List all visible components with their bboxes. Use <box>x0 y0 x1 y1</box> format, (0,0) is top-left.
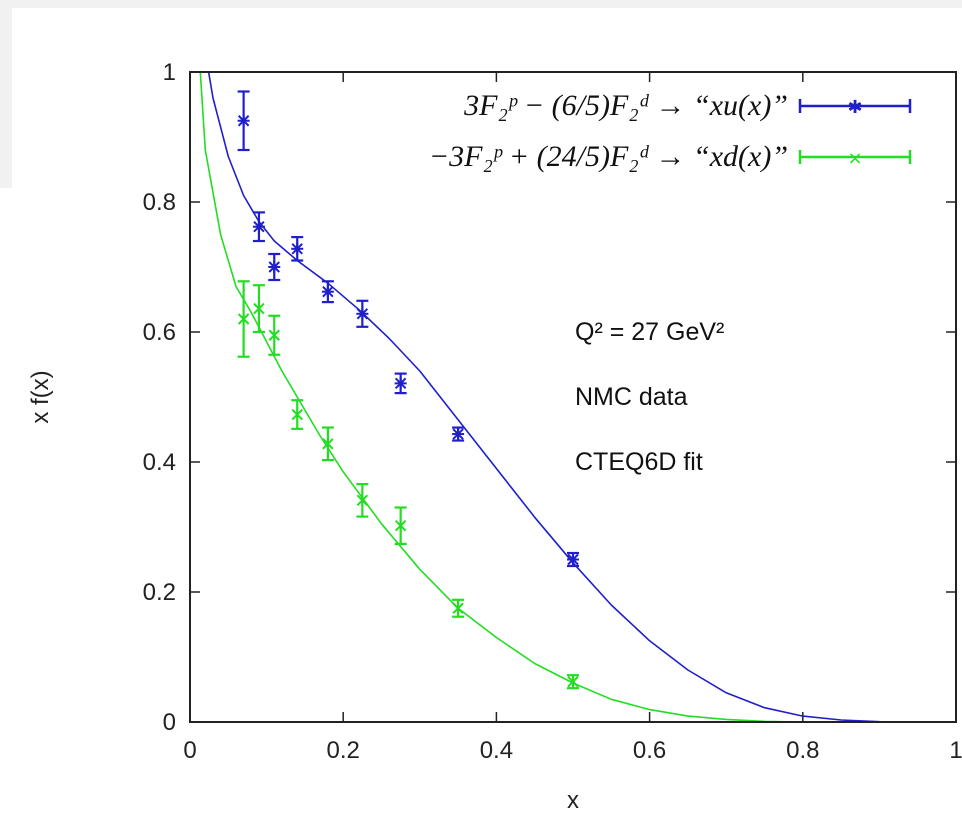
fit-curve-xu <box>207 72 956 722</box>
legend-marker-xu: ✱ <box>847 97 862 118</box>
legend-marker-xd: × <box>847 148 862 169</box>
data-point-xu <box>237 90 250 152</box>
x-tick-label: 0.2 <box>327 737 360 764</box>
slide-top-edge <box>0 0 962 8</box>
legend-label-xu: 3F₂ᵖ − (6/5)F₂ᵈ → “xu(x)” <box>463 89 788 122</box>
plot-frame <box>189 71 957 723</box>
y-tick-label: 1 <box>163 59 176 86</box>
annotation-cteq: CTEQ6D fit <box>575 448 703 476</box>
data-point-xd <box>252 284 265 334</box>
legend: 3F₂ᵖ − (6/5)F₂ᵈ → “xu(x)” ✱ −3F₂ᵖ + (24/… <box>429 89 912 173</box>
annotation-q2: Q² = 27 GeV² <box>575 318 724 346</box>
data-point-xu <box>321 280 334 304</box>
data-point-xd <box>291 399 304 430</box>
fit-curves <box>199 72 956 722</box>
x-axis-label: x <box>567 787 579 814</box>
data-point-xu <box>452 426 465 442</box>
x-tick-label: 0.8 <box>786 737 819 764</box>
slide-left-edge <box>0 8 12 188</box>
data-point-xu <box>291 236 304 262</box>
y-tick-label: 0.4 <box>143 449 176 476</box>
y-tick-label: 0 <box>163 709 176 736</box>
y-axis-label: x f(x) <box>27 370 54 423</box>
data-point-xd <box>237 280 250 358</box>
data-point-xd <box>452 598 465 618</box>
data-point-xu <box>567 551 579 568</box>
legend-label-xd: −3F₂ᵖ + (24/5)F₂ᵈ → “xd(x)” <box>429 140 788 173</box>
data-point-xu <box>356 299 369 328</box>
x-tick-label: 0.4 <box>480 737 513 764</box>
tick-labels: 0 0.2 0.4 0.6 0.8 1 0 0.2 0.4 0.6 0.8 1 <box>143 59 962 764</box>
data-point-xu <box>394 372 407 395</box>
fit-curve-xd <box>199 72 956 722</box>
data-point-xd <box>268 314 281 356</box>
x-tick-label: 0 <box>183 737 196 764</box>
y-tick-label: 0.6 <box>143 319 176 346</box>
data-point-xd <box>394 506 407 546</box>
annotation-nmc: NMC data <box>575 383 688 411</box>
y-tick-label: 0.8 <box>143 189 176 216</box>
y-tick-label: 0.2 <box>143 579 176 606</box>
x-tick-label: 1 <box>949 737 962 764</box>
data-point-xd <box>567 674 579 690</box>
data-point-xu <box>252 211 265 243</box>
data-points <box>237 90 579 690</box>
data-point-xd <box>356 483 369 518</box>
data-point-xd <box>321 426 334 462</box>
data-point-xu <box>268 252 281 282</box>
x-tick-label: 0.6 <box>633 737 666 764</box>
